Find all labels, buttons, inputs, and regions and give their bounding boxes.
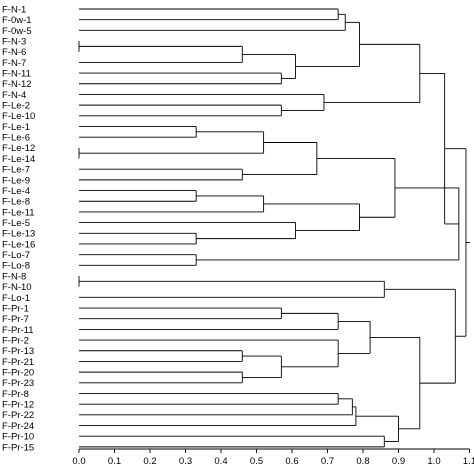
- x-tick-label: 0.0: [72, 456, 85, 467]
- leaf-label: F-Pr-24: [2, 421, 34, 432]
- leaf-label: F-Pr-12: [2, 400, 34, 411]
- leaf-label: F-N-11: [2, 68, 31, 79]
- leaf-label: F-Pr-21: [2, 357, 34, 368]
- leaf-label: F-N-7: [2, 58, 26, 69]
- leaf-label: F-Le-16: [2, 239, 35, 250]
- x-tick-label: 0.9: [392, 456, 405, 467]
- x-tick-label: 0.8: [356, 456, 369, 467]
- leaf-label: F-N-10: [2, 282, 32, 293]
- leaf-label: F-Lo-8: [2, 261, 30, 272]
- x-axis: 0.0 0.1 0.2 0.3 0.4 0.5 0.6 0.7 0.8 0.9 1.0 1.1: [72, 448, 474, 467]
- x-tick-label: 0.7: [321, 456, 334, 467]
- leaf-label: F-Pr-15: [2, 442, 34, 453]
- leaf-label: F-Pr-10: [2, 432, 34, 443]
- x-tick-label: 0.1: [108, 456, 121, 467]
- leaf-label: F-Pr-13: [2, 346, 34, 357]
- leaf-label: F-N-1: [2, 4, 26, 15]
- leaf-label: F-Pr-23: [2, 378, 34, 389]
- leaf-label: F-Lo-7: [2, 250, 30, 261]
- leaf-label: F-N-12: [2, 79, 32, 90]
- x-tick-label: 0.4: [214, 456, 227, 467]
- leaf-label: F-Lo-1: [2, 293, 30, 304]
- x-tick-label: 0.3: [179, 456, 192, 467]
- dendrogram-branches: [78, 8, 470, 448]
- leaf-label: F-Pr-20: [2, 368, 34, 379]
- leaf-label: F-N-6: [2, 47, 26, 58]
- leaf-label: F-Le-7: [2, 165, 30, 176]
- leaf-label: F-Le-14: [2, 154, 35, 165]
- leaf-label: F-Pr-8: [2, 389, 29, 400]
- x-tick-label: 0.6: [285, 456, 298, 467]
- leaf-label: F-Le-11: [2, 207, 35, 218]
- leaf-label: F-N-8: [2, 271, 26, 282]
- x-tick-label: 1.1: [463, 456, 474, 467]
- leaf-label: F-Pr-22: [2, 410, 34, 421]
- x-tick-label: 0.5: [250, 456, 263, 467]
- leaf-label: F-N-4: [2, 90, 26, 101]
- leaf-label: F-Le-12: [2, 143, 35, 154]
- leaf-label: F-Le-5: [2, 218, 30, 229]
- leaf-label: F-Pr-7: [2, 314, 29, 325]
- leaf-label: F-Le-6: [2, 133, 30, 144]
- leaf-label: F-Pr-2: [2, 335, 29, 346]
- leaf-label: F-0w-5: [2, 26, 32, 37]
- leaf-label: F-Le-10: [2, 111, 35, 122]
- x-tick-label: 0.2: [143, 456, 156, 467]
- leaf-label: F-Le-1: [2, 122, 30, 133]
- x-tick-label: 1.0: [427, 456, 440, 467]
- leaf-label: F-Pr-11: [2, 325, 34, 336]
- leaf-label: F-Le-9: [2, 175, 30, 186]
- leaf-label: F-0w-1: [2, 15, 32, 26]
- leaf-label: F-Pr-1: [2, 303, 29, 314]
- leaf-label: F-Le-2: [2, 101, 30, 112]
- leaf-labels: F-N-1F-0w-1F-0w-5F-N-3F-N-6F-N-7F-N-11F-…: [2, 4, 35, 453]
- leaf-label: F-Le-13: [2, 229, 35, 240]
- leaf-label: F-N-3: [2, 36, 26, 47]
- leaf-label: F-Le-4: [2, 186, 30, 197]
- leaf-label: F-Le-8: [2, 197, 30, 208]
